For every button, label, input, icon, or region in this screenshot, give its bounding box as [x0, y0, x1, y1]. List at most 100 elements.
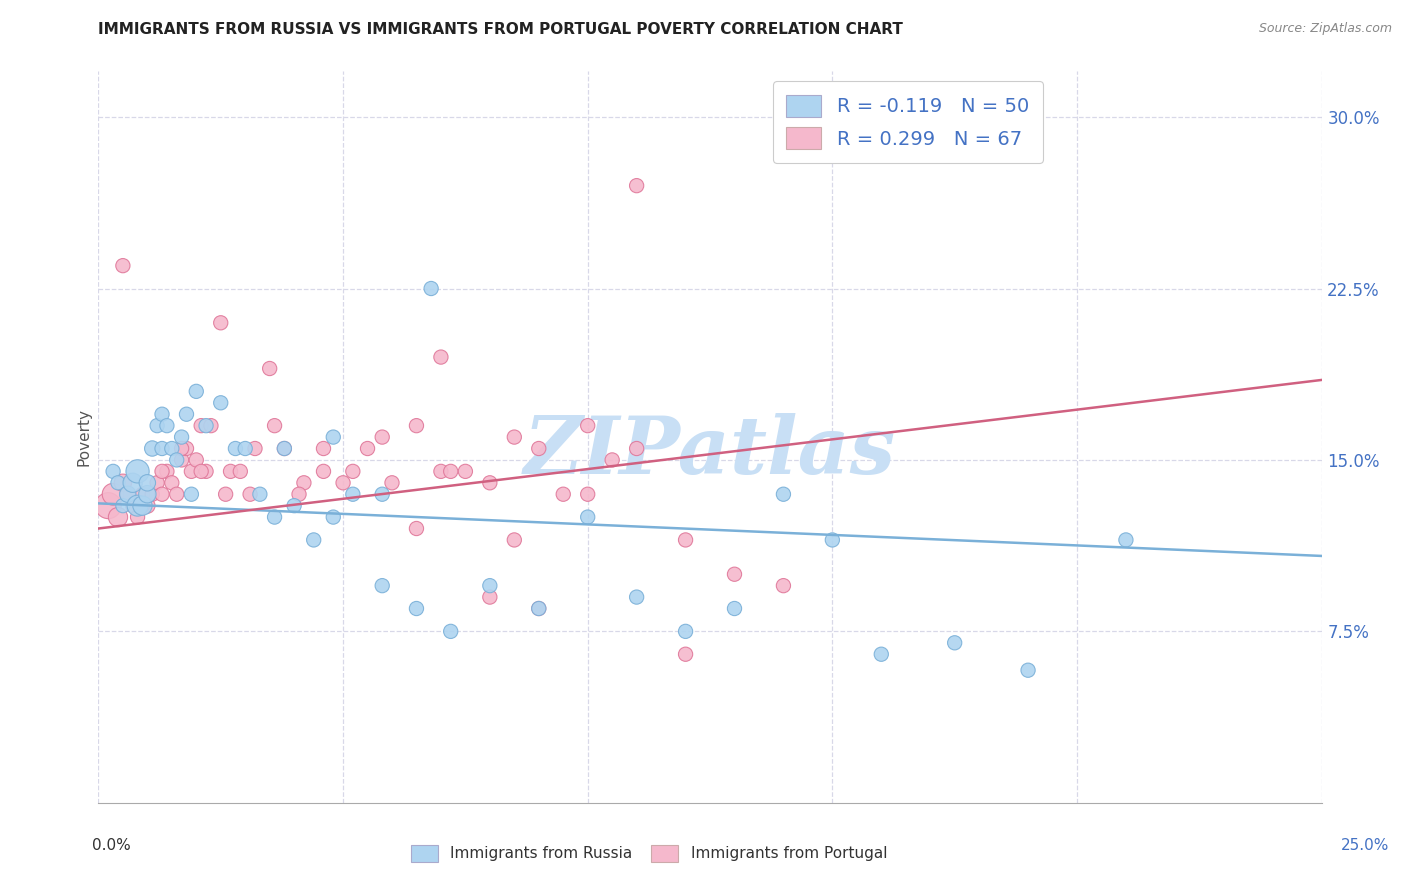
Legend: Immigrants from Russia, Immigrants from Portugal: Immigrants from Russia, Immigrants from …	[405, 838, 893, 868]
Point	[229, 464, 252, 478]
Point	[160, 475, 183, 490]
Point	[97, 499, 120, 513]
Point	[101, 487, 124, 501]
Point	[170, 453, 193, 467]
Point	[626, 590, 648, 604]
Point	[478, 475, 501, 490]
Point	[626, 178, 648, 193]
Point	[430, 464, 453, 478]
Point	[1115, 533, 1137, 547]
Point	[186, 453, 208, 467]
Point	[503, 533, 526, 547]
Point	[371, 487, 394, 501]
Point	[292, 475, 315, 490]
Point	[111, 475, 134, 490]
Point	[166, 453, 188, 467]
Point	[576, 510, 599, 524]
Point	[127, 499, 149, 513]
Point	[166, 487, 188, 501]
Point	[288, 487, 311, 501]
Point	[186, 384, 208, 399]
Point	[219, 464, 242, 478]
Point	[503, 430, 526, 444]
Point	[170, 442, 193, 456]
Text: ZIPatlas: ZIPatlas	[524, 413, 896, 491]
Point	[239, 487, 262, 501]
Point	[131, 499, 153, 513]
Point	[723, 567, 745, 582]
Point	[356, 442, 378, 456]
Point	[943, 636, 966, 650]
Point	[121, 475, 143, 490]
Point	[180, 487, 202, 501]
Point	[180, 464, 202, 478]
Point	[170, 430, 193, 444]
Point	[195, 418, 218, 433]
Point	[156, 464, 179, 478]
Point	[723, 601, 745, 615]
Point	[233, 442, 256, 456]
Point	[141, 487, 163, 501]
Text: Source: ZipAtlas.com: Source: ZipAtlas.com	[1258, 22, 1392, 36]
Point	[322, 430, 344, 444]
Text: 25.0%: 25.0%	[1340, 838, 1389, 854]
Point	[136, 487, 159, 501]
Point	[259, 361, 281, 376]
Point	[821, 533, 844, 547]
Point	[150, 464, 173, 478]
Point	[107, 475, 129, 490]
Point	[156, 418, 179, 433]
Point	[146, 418, 169, 433]
Point	[200, 418, 222, 433]
Point	[454, 464, 477, 478]
Point	[243, 442, 266, 456]
Point	[371, 430, 394, 444]
Point	[342, 464, 364, 478]
Point	[111, 499, 134, 513]
Point	[626, 442, 648, 456]
Point	[420, 281, 443, 295]
Point	[176, 442, 198, 456]
Point	[440, 464, 463, 478]
Point	[302, 533, 325, 547]
Point	[772, 487, 794, 501]
Point	[209, 316, 232, 330]
Point	[273, 442, 295, 456]
Point	[190, 418, 212, 433]
Point	[263, 418, 285, 433]
Point	[249, 487, 271, 501]
Point	[478, 579, 501, 593]
Point	[1017, 663, 1039, 677]
Point	[527, 601, 550, 615]
Point	[371, 579, 394, 593]
Point	[111, 259, 134, 273]
Point	[478, 590, 501, 604]
Point	[675, 624, 697, 639]
Point	[600, 453, 623, 467]
Point	[576, 418, 599, 433]
Point	[107, 510, 129, 524]
Point	[405, 521, 427, 535]
Point	[190, 464, 212, 478]
Point	[553, 487, 575, 501]
Point	[136, 499, 159, 513]
Point	[405, 601, 427, 615]
Point	[101, 464, 124, 478]
Point	[146, 475, 169, 490]
Point	[332, 475, 354, 490]
Point	[381, 475, 404, 490]
Point	[117, 487, 139, 501]
Point	[312, 464, 335, 478]
Point	[176, 407, 198, 421]
Point	[121, 499, 143, 513]
Y-axis label: Poverty: Poverty	[76, 408, 91, 467]
Point	[675, 533, 697, 547]
Point	[136, 475, 159, 490]
Point	[576, 487, 599, 501]
Point	[430, 350, 453, 364]
Point	[209, 396, 232, 410]
Point	[224, 442, 246, 456]
Point	[131, 499, 153, 513]
Text: IMMIGRANTS FROM RUSSIA VS IMMIGRANTS FROM PORTUGAL POVERTY CORRELATION CHART: IMMIGRANTS FROM RUSSIA VS IMMIGRANTS FRO…	[98, 22, 903, 37]
Point	[342, 487, 364, 501]
